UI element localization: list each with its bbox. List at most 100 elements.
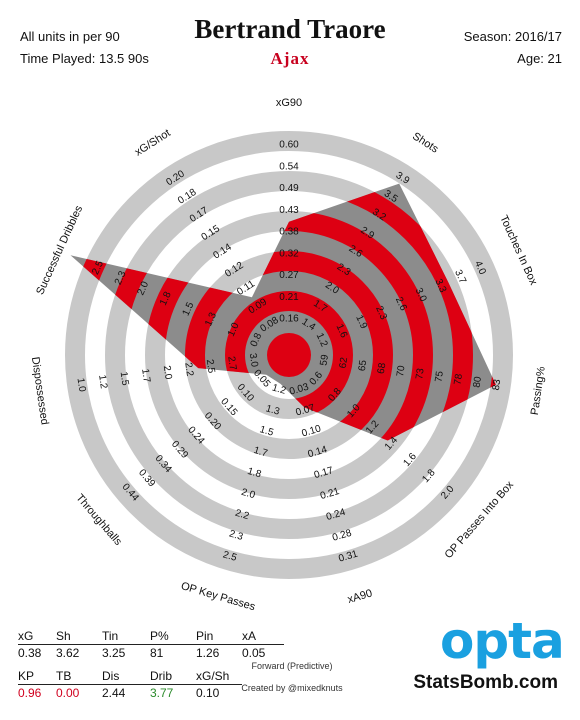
axis-label: OP Key Passes bbox=[179, 580, 257, 613]
stat-value: 3.77 bbox=[150, 686, 174, 700]
stat-value: 0.38 bbox=[18, 646, 42, 660]
tick-label: 1.3 bbox=[264, 403, 281, 418]
tick-label: 0.07 bbox=[294, 402, 316, 418]
stat-label: Drib bbox=[150, 668, 196, 685]
radar-ring bbox=[65, 131, 513, 579]
axis-label: Passing% bbox=[529, 366, 548, 416]
tick-label: 0.54 bbox=[279, 161, 299, 172]
tick-label: 1.5 bbox=[118, 371, 131, 387]
stat-label: KP bbox=[18, 668, 56, 685]
tick-label: 1.7 bbox=[139, 368, 152, 384]
stat-label: xG/Sh bbox=[196, 668, 242, 685]
tick-label: 2.3 bbox=[373, 304, 389, 322]
tick-label: 2.7 bbox=[225, 356, 238, 372]
statsbomb-brand: StatsBomb.com bbox=[413, 672, 558, 693]
stat-value: 0.10 bbox=[196, 686, 220, 700]
tick-label: 3.3 bbox=[432, 277, 448, 295]
stat-label: TB bbox=[56, 668, 102, 685]
tick-label: 0.38 bbox=[279, 227, 299, 238]
tick-label: 75 bbox=[433, 370, 446, 383]
header-right: Season: 2016/17 Age: 21 bbox=[464, 26, 562, 70]
stats-row2-values: 0.96 0.00 2.44 3.77 0.10 bbox=[18, 685, 242, 702]
credit-note: Created by @mixedknuts bbox=[241, 683, 343, 693]
stats-row1-values: 0.38 3.62 3.25 81 1.26 0.05 bbox=[18, 645, 284, 662]
axis-label: xA90 bbox=[346, 587, 373, 606]
tick-label: 1.2 bbox=[96, 374, 109, 390]
axis-label: xG/Shot bbox=[133, 127, 173, 159]
stat-value: 0.96 bbox=[18, 686, 42, 700]
tick-label: 0.24 bbox=[325, 507, 347, 523]
tick-label: 2.5 bbox=[90, 259, 106, 277]
tick-label: 0.8 bbox=[249, 331, 265, 349]
tick-label: 2.5 bbox=[222, 549, 239, 564]
tick-label: 1.9 bbox=[353, 313, 369, 331]
stat-label: xA bbox=[242, 628, 284, 645]
tick-label: 1.5 bbox=[258, 424, 275, 439]
stat-value: 81 bbox=[150, 646, 164, 660]
tick-label: 2.2 bbox=[182, 362, 195, 378]
tick-label: 1.8 bbox=[158, 290, 174, 308]
opta-logo: opta bbox=[440, 612, 565, 670]
tick-label: 0.17 bbox=[313, 465, 335, 481]
tick-label: 2.5 bbox=[204, 359, 217, 375]
tick-label: 1.7 bbox=[252, 445, 269, 460]
time-played: Time Played: 13.5 90s bbox=[20, 51, 149, 66]
tick-label: 1.0 bbox=[75, 377, 88, 393]
tick-label: 0.21 bbox=[279, 292, 299, 303]
radar-ring-highlight bbox=[185, 251, 393, 441]
age: Age: 21 bbox=[517, 51, 562, 66]
stats-row2-labels: KP TB Dis Drib xG/Sh bbox=[18, 668, 242, 685]
tick-label: 3.7 bbox=[452, 268, 468, 286]
stats-row1-labels: xG Sh Tin P% Pin xA bbox=[18, 628, 284, 645]
tick-label: 73 bbox=[414, 367, 427, 380]
stat-label: P% bbox=[150, 628, 196, 645]
tick-label: 1.5 bbox=[181, 300, 197, 318]
tick-label: 70 bbox=[395, 364, 408, 377]
stat-value: 3.62 bbox=[56, 646, 80, 660]
stat-label: Dis bbox=[102, 668, 150, 685]
header-left: All units in per 90 Time Played: 13.5 90… bbox=[20, 26, 149, 70]
tick-label: 80 bbox=[472, 375, 485, 388]
axis-label: Shots bbox=[410, 130, 441, 156]
position-note: Forward (Predictive) bbox=[251, 661, 333, 671]
tick-label: 59 bbox=[319, 353, 332, 366]
tick-label: 0.31 bbox=[337, 548, 359, 564]
tick-label: 1.2 bbox=[271, 382, 288, 397]
tick-label: 3.0 bbox=[413, 286, 429, 304]
tick-label: 2.6 bbox=[393, 295, 409, 313]
tick-label: 0.27 bbox=[279, 270, 299, 281]
tick-label: 0.03 bbox=[288, 381, 310, 397]
tick-label: 2.0 bbox=[240, 487, 257, 502]
season: Season: 2016/17 bbox=[463, 29, 562, 44]
stat-label: Pin bbox=[196, 628, 242, 645]
tick-label: 0.49 bbox=[279, 183, 299, 194]
stat-value: 0.00 bbox=[56, 686, 80, 700]
tick-label: 1.3 bbox=[203, 310, 219, 328]
stat-value: 0.05 bbox=[242, 646, 266, 660]
team-name: Ajax bbox=[270, 49, 310, 68]
stats-table-2: KP TB Dis Drib xG/Sh 0.96 0.00 2.44 3.77… bbox=[18, 668, 242, 701]
tick-label: 62 bbox=[338, 356, 351, 369]
axis-label: xG90 bbox=[276, 97, 302, 109]
tick-label: 0.43 bbox=[279, 205, 299, 216]
units-note: All units in per 90 bbox=[20, 29, 120, 44]
stat-value: 2.44 bbox=[102, 686, 126, 700]
tick-label: 83 bbox=[491, 378, 504, 391]
tick-label: 78 bbox=[453, 373, 466, 386]
axis-label: Dispossessed bbox=[29, 356, 51, 425]
tick-label: 4.0 bbox=[472, 259, 488, 277]
tick-label: 2.0 bbox=[161, 365, 174, 381]
axis-label: Touches In Box bbox=[497, 214, 539, 288]
tick-label: 2.3 bbox=[228, 528, 245, 543]
tick-label: 0.21 bbox=[319, 486, 341, 502]
tick-label: 0.14 bbox=[307, 444, 329, 460]
tick-label: 2.3 bbox=[113, 269, 129, 287]
stat-value: 1.26 bbox=[196, 646, 220, 660]
stat-label: xG bbox=[18, 628, 56, 645]
tick-label: 68 bbox=[376, 362, 389, 375]
stat-value: 3.25 bbox=[102, 646, 126, 660]
player-name: Bertrand Traore bbox=[194, 14, 386, 44]
tick-label: 65 bbox=[357, 359, 370, 372]
tick-label: 2.0 bbox=[135, 279, 151, 297]
